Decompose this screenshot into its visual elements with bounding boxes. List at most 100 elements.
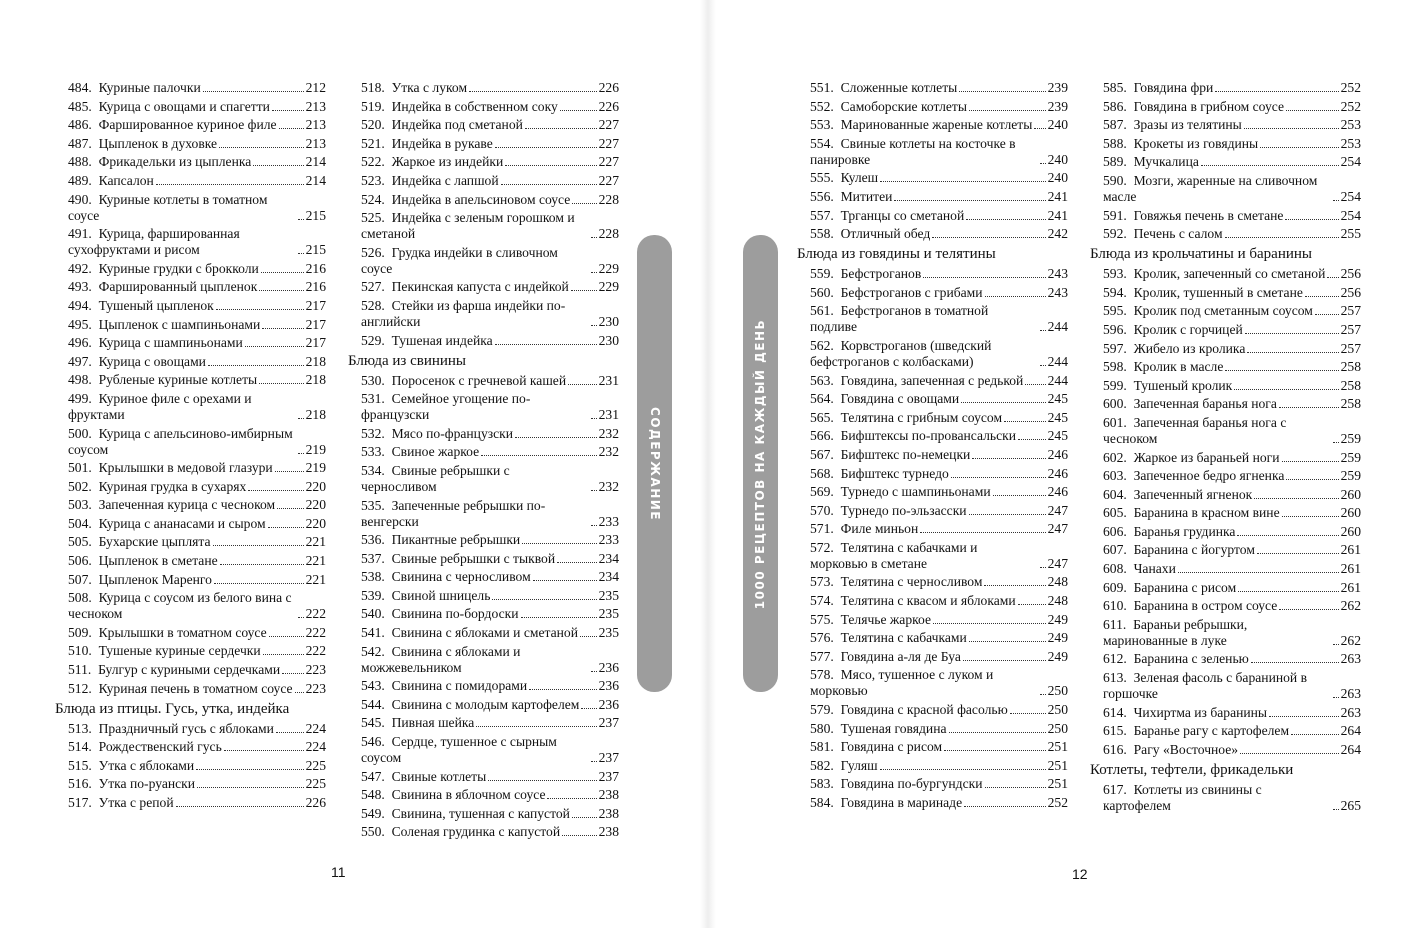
entry-page: 234 [598, 569, 619, 585]
entry-title: 609. Баранина с рисом [1090, 580, 1236, 596]
entry-title: 525. Индейка с зеленым горошком и сметан… [348, 210, 589, 242]
entry-text: Грудка индейки в сливочном соусе [361, 244, 558, 276]
toc-entry: 606. Баранья грудинка 260 [1090, 524, 1361, 540]
leader-dots [1332, 441, 1339, 443]
toc-entry: 533. Свиное жаркое 232 [348, 444, 619, 460]
entry-number: 523. [361, 172, 385, 188]
leader-dots [297, 253, 304, 255]
entry-number: 581. [810, 739, 834, 755]
entry-text: Жаркое из бараньей ноги [1133, 449, 1280, 465]
leader-dots [1285, 218, 1339, 220]
entry-text: Индейка под сметаной [391, 117, 523, 133]
entry-number: 575. [810, 611, 834, 627]
entry-title: 496. Курица с шампиньонами [55, 335, 243, 351]
entry-text: Баранина с йогуртом [1133, 542, 1255, 558]
entry-title: 574. Телятина с квасом и яблоками [797, 593, 1016, 609]
entry-title: 558. Отличный обед [797, 226, 930, 242]
entry-title: 530. Поросенок с гречневой кашей [348, 373, 566, 389]
entry-title: 541. Свинина с яблоками и сметаной [348, 625, 578, 641]
toc-column: 484. Куриные палочки 212 485. Курица с ово… [55, 80, 326, 814]
entry-title: 607. Баранина с йогуртом [1090, 542, 1255, 558]
entry-title: 561. Бефстроганов в томатной подливе [797, 303, 1038, 335]
entry-page: 227 [598, 135, 619, 151]
entry-number: 506. [68, 553, 92, 569]
entry-number: 514. [68, 739, 92, 755]
toc-entry: 580. Тушеная говядина 250 [797, 721, 1068, 737]
entry-title: 545. Пивная шейка [348, 715, 474, 731]
entry-number: 494. [68, 297, 92, 313]
entry-text: Свинина с черносливом [391, 569, 531, 585]
entry-title: 484. Куриные палочки [55, 80, 201, 96]
entry-number: 513. [68, 720, 92, 736]
toc-entry: 612. Баранина с зеленью 263 [1090, 651, 1361, 667]
entry-title: 544. Свинина с молодым картофелем [348, 697, 579, 713]
entry-page: 252 [1047, 795, 1068, 810]
toc-entry: 543. Свинина с помидорами 236 [348, 678, 619, 694]
leader-dots [1039, 162, 1046, 164]
toc-entry: 522. Жаркое из индейки 227 [348, 154, 619, 170]
toc-entry: 608. Чанахи 261 [1090, 561, 1361, 577]
entry-page: 235 [598, 587, 619, 603]
entry-page: 223 [305, 680, 326, 696]
leader-dots [267, 526, 304, 528]
entry-title: 551. Сложенные котлеты [797, 80, 957, 96]
leader-dots [219, 146, 304, 148]
leader-dots [1269, 715, 1339, 717]
leader-dots [932, 237, 1046, 239]
toc-entry: 583. Говядина по-бургундски 251 [797, 776, 1068, 792]
entry-page: 240 [1047, 151, 1068, 167]
toc-entry: 515. Утка с яблоками 225 [55, 758, 326, 774]
entry-title: 564. Говядина с овощами [797, 391, 959, 407]
entry-page: 249 [1047, 630, 1068, 646]
entry-page: 249 [1047, 611, 1068, 627]
entry-title: 491. Курица, фаршированная сухофруктами … [55, 226, 296, 258]
leader-dots [590, 271, 597, 273]
leader-dots [481, 455, 597, 457]
leader-dots [590, 324, 597, 326]
entry-page: 263 [1340, 704, 1361, 720]
entry-title: 499. Куриное филе с орехами и фруктами [55, 391, 296, 423]
entry-number: 492. [68, 260, 92, 276]
entry-text: Пекинская капуста с индейкой [391, 279, 569, 295]
entry-text: Куриные котлеты в томатном соусе [68, 191, 268, 223]
entry-text: Крылышки в медовой глазури [98, 460, 273, 476]
entry-number: 592. [1103, 226, 1127, 242]
leader-dots [547, 798, 597, 800]
entry-number: 602. [1103, 449, 1127, 465]
leader-dots [476, 726, 597, 728]
leader-dots [1285, 109, 1339, 111]
entry-page: 217 [305, 316, 326, 332]
entry-text: Отличный обед [840, 226, 931, 242]
entry-page: 254 [1340, 188, 1361, 204]
entry-page: 239 [1047, 80, 1068, 95]
entry-title: 498. Рубленые куриные котлеты [55, 372, 257, 388]
page-number: 12 [1072, 866, 1088, 882]
entry-title: 547. Свиные котлеты [348, 769, 486, 785]
entry-number: 508. [68, 590, 92, 606]
entry-number: 532. [361, 425, 385, 441]
toc-entry: 587. Зразы из телятины 253 [1090, 117, 1361, 133]
leader-dots [1004, 420, 1046, 422]
leader-dots [590, 670, 597, 672]
leader-dots [1237, 534, 1339, 536]
entry-number: 489. [68, 172, 92, 188]
entry-page: 257 [1340, 303, 1361, 319]
leader-dots [1278, 407, 1339, 409]
entry-text: Бифштексы по-провансальски [840, 428, 1017, 444]
toc-entry: 574. Телятина с квасом и яблоками 248 [797, 593, 1068, 609]
entry-text: Рагу «Восточное» [1133, 741, 1239, 757]
toc-entry: 486. Фаршированное куриное филе 213 [55, 117, 326, 133]
entry-page: 252 [1340, 98, 1361, 114]
entry-page: 249 [1047, 648, 1068, 664]
toc-entry: 555. Кулеш 240 [797, 170, 1068, 186]
toc-entry: 510. Тушеные куриные сердечки 222 [55, 643, 326, 659]
entry-page: 222 [305, 624, 326, 640]
entry-text: Бефстроганов с грибами [840, 284, 983, 300]
entry-page: 213 [305, 117, 326, 133]
entry-title: 584. Говядина в маринаде [797, 795, 962, 811]
entry-title: 512. Куриная печень в томатном соусе [55, 681, 293, 697]
entry-title: 501. Крылышки в медовой глазури [55, 460, 273, 476]
entry-text: Свинина с молодым картофелем [391, 696, 580, 712]
entry-page: 219 [305, 441, 326, 457]
leader-dots [1286, 479, 1339, 481]
